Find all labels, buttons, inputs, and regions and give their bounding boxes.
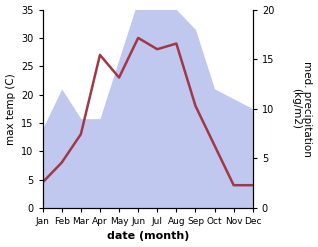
Y-axis label: max temp (C): max temp (C) — [5, 73, 16, 144]
Y-axis label: med. precipitation
(kg/m2): med. precipitation (kg/m2) — [291, 61, 313, 157]
X-axis label: date (month): date (month) — [107, 231, 189, 242]
